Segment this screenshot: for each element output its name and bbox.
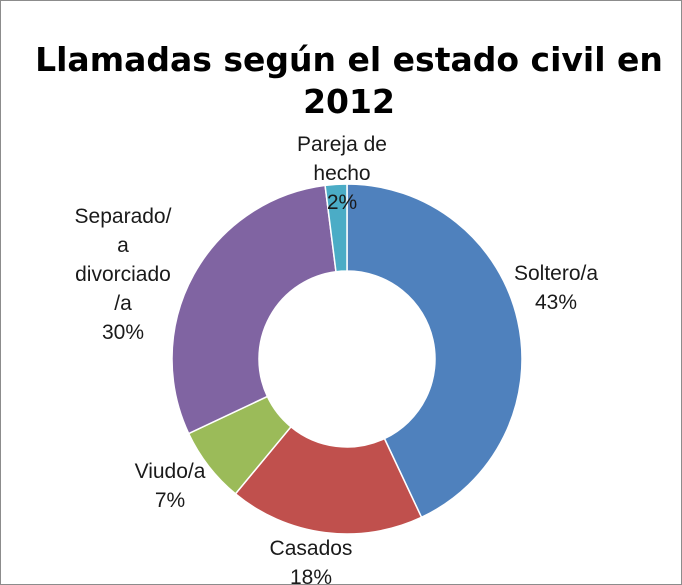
data-label-separado-a-divorciado-a: Separado/a divorciado/a 30% (75, 205, 172, 344)
slice-separado-a-divorciado-a (171, 184, 337, 435)
data-label-line: Viudo/a (135, 460, 206, 483)
data-label-line: Pareja de (297, 133, 387, 156)
data-label-line: a (117, 234, 129, 257)
chart-title-line-2: 2012 (303, 82, 395, 121)
data-label-pareja-de-hecho: Pareja de hecho 2% (297, 133, 387, 214)
data-label-line: /a (114, 292, 132, 315)
slice-soltero-a (346, 183, 523, 519)
data-label-viudo-a: Viudo/a 7% (135, 460, 206, 512)
doughnut-slices (171, 183, 523, 535)
data-label-line: 7% (155, 489, 185, 512)
data-label-line: 18% (290, 566, 332, 584)
data-label-line: hecho (313, 162, 370, 185)
slice-pareja-de-hecho (324, 183, 348, 273)
data-label-soltero-a: Soltero/a 43% (514, 262, 598, 314)
chart-title: Llamadas según el estado civil en 2012 (35, 40, 663, 121)
data-label-line: divorciado (75, 263, 171, 286)
data-label-line: Separado/ (75, 205, 172, 228)
data-label-line: 30% (102, 321, 144, 344)
data-label-line: 43% (535, 291, 577, 314)
data-label-line: Casados (270, 537, 353, 560)
data-label-line: 2% (327, 191, 357, 214)
data-label-line: Soltero/a (514, 262, 598, 285)
chart-title-line-1: Llamadas según el estado civil en (35, 40, 663, 79)
slice-casados (234, 425, 423, 535)
data-labels: Soltero/a 43% Casados 18% Viudo/a 7% Separado/… (75, 133, 599, 584)
data-label-casados: Casados 18% (270, 537, 353, 584)
